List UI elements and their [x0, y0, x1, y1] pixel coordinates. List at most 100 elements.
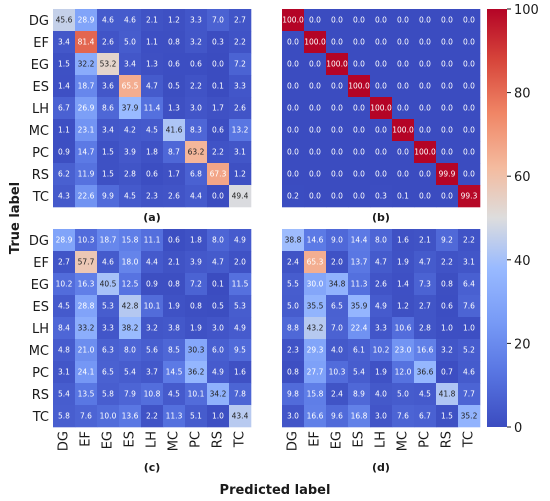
cell-value-label: 2.7	[234, 16, 246, 25]
cell-value-label: 14.6	[307, 236, 324, 245]
cell-value-label: 0.0	[419, 104, 431, 113]
cell-value-label: 41.8	[439, 390, 456, 399]
cell-value-label: 0.0	[397, 148, 409, 157]
heatmap-cell	[414, 9, 437, 32]
heatmap-cell	[282, 405, 305, 428]
row-tick-label: MC	[29, 124, 49, 139]
cell-value-label: 0.0	[419, 16, 431, 25]
cell-value-label: 3.2	[146, 324, 158, 333]
heatmap-cell	[282, 383, 305, 406]
heatmap-cell	[163, 251, 186, 274]
cell-value-label: 0.0	[331, 170, 343, 179]
heatmap-cell	[282, 97, 305, 120]
heatmap-cell	[414, 141, 437, 164]
cell-value-label: 15.8	[307, 390, 324, 399]
heatmap-cell	[414, 97, 437, 120]
cell-value-label: 6.7	[419, 412, 431, 421]
heatmap-cell	[207, 9, 230, 32]
cell-value-label: 14.5	[166, 368, 183, 377]
cell-value-label: 0.8	[287, 368, 299, 377]
cell-value-label: 6.4	[463, 280, 475, 289]
heatmap-cell	[348, 53, 371, 76]
cell-value-label: 13.5	[78, 390, 95, 399]
cell-value-label: 21.0	[78, 346, 95, 355]
cell-value-label: 8.0	[124, 346, 136, 355]
heatmap-cell	[304, 75, 327, 98]
cell-value-label: 4.5	[168, 390, 180, 399]
heatmap-cell	[304, 317, 327, 340]
cell-value-label: 0.0	[419, 192, 431, 201]
cell-value-label: 0.8	[168, 280, 180, 289]
cell-value-label: 2.2	[190, 82, 202, 91]
cell-value-label: 100.0	[370, 104, 392, 113]
heatmap-cell	[141, 119, 164, 142]
cell-value-label: 0.8	[441, 280, 453, 289]
row-tick-label: ES	[33, 80, 49, 95]
heatmap-cell	[282, 185, 305, 208]
heatmap-cell	[458, 383, 481, 406]
heatmap-cell	[304, 53, 327, 76]
cell-value-label: 34.8	[329, 280, 346, 289]
cell-value-label: 0.0	[287, 170, 299, 179]
heatmap-cell	[229, 405, 252, 428]
heatmap-cell	[458, 119, 481, 142]
heatmap-cell	[97, 185, 120, 208]
cell-value-label: 0.0	[287, 148, 299, 157]
heatmap-cell	[436, 119, 459, 142]
cell-value-label: 5.6	[146, 346, 158, 355]
cell-value-label: 0.0	[353, 104, 365, 113]
cell-value-label: 0.0	[419, 82, 431, 91]
heatmap-cell	[97, 317, 120, 340]
heatmap-cell	[185, 141, 208, 164]
heatmap-cell	[326, 185, 349, 208]
cell-value-label: 1.8	[146, 148, 158, 157]
cell-value-label: 100.0	[348, 82, 370, 91]
cell-value-label: 1.5	[102, 170, 114, 179]
cell-value-label: 65.5	[122, 82, 139, 91]
heatmap-cell	[53, 295, 76, 318]
cell-value-label: 63.2	[188, 148, 205, 157]
cell-value-label: 3.2	[190, 38, 202, 47]
heatmap-cell	[229, 383, 252, 406]
cell-value-label: 3.4	[102, 126, 114, 135]
cell-value-label: 2.0	[234, 258, 246, 267]
cell-value-label: 5.5	[287, 280, 299, 289]
heatmap-cell	[392, 251, 415, 274]
cell-value-label: 5.3	[102, 302, 114, 311]
heatmap-cell	[53, 141, 76, 164]
heatmap-cell	[119, 75, 142, 98]
colorbar-tick-label: 40	[514, 254, 531, 269]
cell-value-label: 0.1	[212, 82, 224, 91]
heatmap-cell	[436, 405, 459, 428]
heatmap-cell	[392, 53, 415, 76]
cell-value-label: 24.1	[78, 368, 95, 377]
heatmap-cell	[207, 295, 230, 318]
heatmap-cell	[304, 361, 327, 384]
heatmap-cell	[53, 251, 76, 274]
heatmap-cell	[185, 295, 208, 318]
heatmap-cell	[348, 317, 371, 340]
cell-value-label: 42.8	[122, 302, 139, 311]
cell-value-label: 0.1	[397, 192, 409, 201]
cell-value-label: 4.9	[234, 236, 246, 245]
cell-value-label: 1.0	[212, 412, 224, 421]
cell-value-label: 0.0	[397, 60, 409, 69]
cell-value-label: 5.4	[353, 368, 365, 377]
heatmap-cell	[97, 405, 120, 428]
cell-value-label: 2.1	[146, 16, 158, 25]
column-tick-label: DG	[286, 431, 301, 451]
cell-value-label: 4.7	[212, 258, 224, 267]
heatmap-cell	[229, 31, 252, 54]
cell-value-label: 1.1	[146, 38, 158, 47]
heatmap-cell	[304, 163, 327, 186]
cell-value-label: 0.0	[397, 16, 409, 25]
heatmap-cell	[141, 163, 164, 186]
heatmap-cell	[392, 295, 415, 318]
cell-value-label: 5.4	[58, 390, 70, 399]
heatmap-cell	[119, 185, 142, 208]
cell-value-label: 3.3	[190, 16, 202, 25]
heatmap-cell	[53, 317, 76, 340]
heatmap-cell	[119, 251, 142, 274]
heatmap-cell	[370, 9, 393, 32]
